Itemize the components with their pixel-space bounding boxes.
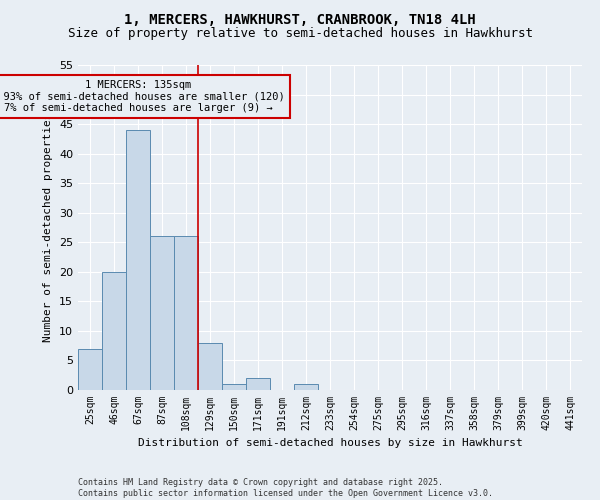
Bar: [246, 378, 270, 390]
Bar: [102, 272, 126, 390]
Bar: [294, 384, 318, 390]
Text: 1, MERCERS, HAWKHURST, CRANBROOK, TN18 4LH: 1, MERCERS, HAWKHURST, CRANBROOK, TN18 4…: [124, 12, 476, 26]
Bar: [198, 342, 222, 390]
Bar: [174, 236, 198, 390]
Bar: [126, 130, 150, 390]
Text: Contains HM Land Registry data © Crown copyright and database right 2025.
Contai: Contains HM Land Registry data © Crown c…: [78, 478, 493, 498]
Bar: [222, 384, 246, 390]
Bar: [150, 236, 174, 390]
Bar: [78, 348, 102, 390]
Text: Size of property relative to semi-detached houses in Hawkhurst: Size of property relative to semi-detach…: [67, 28, 533, 40]
Y-axis label: Number of semi-detached properties: Number of semi-detached properties: [43, 113, 53, 342]
Text: 1 MERCERS: 135sqm
← 93% of semi-detached houses are smaller (120)
7% of semi-det: 1 MERCERS: 135sqm ← 93% of semi-detached…: [0, 80, 285, 113]
X-axis label: Distribution of semi-detached houses by size in Hawkhurst: Distribution of semi-detached houses by …: [137, 438, 523, 448]
